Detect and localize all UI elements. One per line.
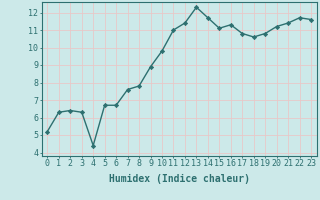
X-axis label: Humidex (Indice chaleur): Humidex (Indice chaleur) <box>109 174 250 184</box>
